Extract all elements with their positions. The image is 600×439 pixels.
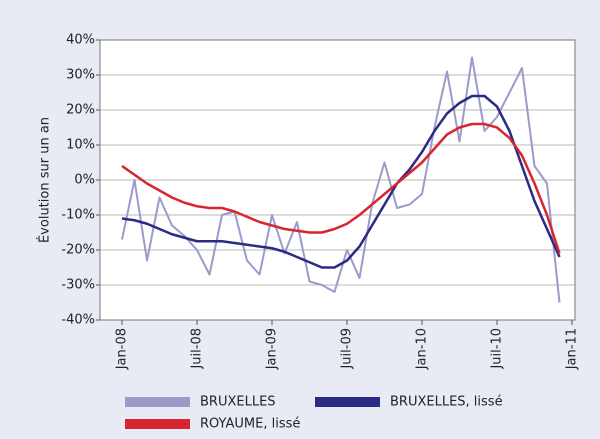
legend-swatch xyxy=(125,419,190,429)
y-tick-label: 40% xyxy=(66,33,95,48)
x-tick-label: Jan-08 xyxy=(115,328,130,370)
y-tick-label: 20% xyxy=(66,103,95,118)
x-tick-label: Juil-08 xyxy=(190,328,205,370)
y-tick-label: 10% xyxy=(66,138,95,153)
x-tick-label: Juil-09 xyxy=(340,328,355,370)
y-tick-label: -10% xyxy=(61,208,95,223)
x-tick-label: Jan-10 xyxy=(415,328,430,370)
y-tick-label: -40% xyxy=(61,313,95,328)
series-line xyxy=(121,94,561,269)
legend-swatch xyxy=(125,397,190,407)
y-tick-label: 0% xyxy=(74,173,95,188)
y-axis-title: Évolution sur un an xyxy=(37,117,53,243)
legend-label: BRUXELLES xyxy=(200,395,276,410)
y-tick-label: -30% xyxy=(61,278,95,293)
x-tick-label: Juil-10 xyxy=(490,328,505,370)
x-tick-label: Jan-09 xyxy=(265,328,280,370)
series-line xyxy=(121,56,561,303)
legend-label: BRUXELLES, lissé xyxy=(390,395,503,410)
y-tick-label: -20% xyxy=(61,243,95,258)
legend-label: ROYAUME, lissé xyxy=(200,417,300,432)
legend-swatch xyxy=(315,397,380,407)
y-tick-label: 30% xyxy=(66,68,95,83)
series-line xyxy=(121,122,561,254)
x-tick-label: Jan-11 xyxy=(565,328,580,370)
plot-frame xyxy=(99,39,576,321)
